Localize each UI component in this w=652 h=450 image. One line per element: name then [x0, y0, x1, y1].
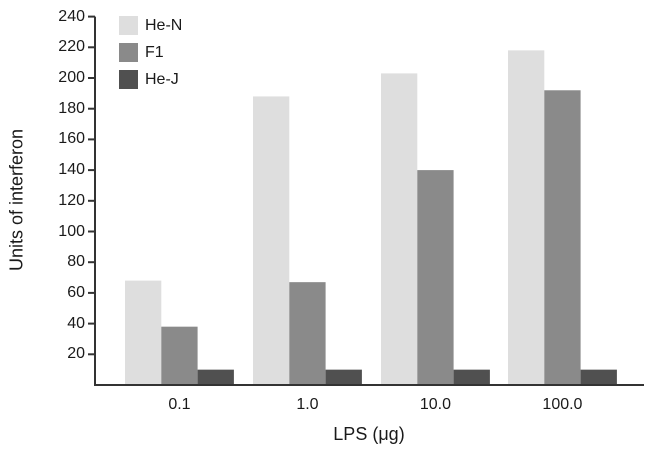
legend-swatch: [119, 43, 138, 62]
bar-he-n-0.1: [125, 280, 162, 385]
legend-item-he-j: He-J: [119, 70, 179, 89]
y-tick-label: 120: [58, 191, 85, 209]
y-tick-label: 60: [67, 283, 85, 301]
y-tick-label: 240: [58, 7, 85, 25]
bar-f1-1.0: [289, 282, 326, 385]
x-axis-label: LPS (μg): [333, 424, 405, 444]
legend-label: He-J: [145, 70, 179, 88]
x-tick-label: 1.0: [296, 396, 319, 413]
y-axis-label: Units of interferon: [6, 128, 27, 272]
y-tick-label: 200: [58, 69, 85, 86]
y-tick-label: 40: [67, 314, 85, 332]
y-tick-label: 100: [58, 222, 85, 240]
legend-label: He-N: [145, 16, 183, 34]
bar-he-n-10.0: [381, 73, 418, 386]
bar-f1-10.0: [417, 170, 454, 385]
bar-he-n-100.0: [508, 50, 545, 386]
y-tick-label: 220: [58, 38, 85, 56]
bar-he-j-1.0: [325, 369, 362, 385]
legend-swatch: [119, 70, 138, 89]
bar-he-j-0.1: [197, 369, 234, 385]
bar-f1-100.0: [544, 90, 581, 385]
legend-swatch: [119, 16, 138, 35]
bar-f1-0.1: [161, 326, 198, 385]
legend-item-he-n: He-N: [119, 16, 182, 35]
x-tick-label: 0.1: [168, 396, 191, 413]
bar-he-j-10.0: [453, 369, 490, 385]
legend-item-f1: F1: [119, 43, 164, 62]
y-tick-label: 160: [58, 130, 85, 148]
x-tick-label: 10.0: [419, 396, 452, 413]
x-tick-label: 100.0: [542, 396, 583, 413]
bar-he-j-100.0: [580, 369, 617, 385]
y-tick-label: 140: [58, 161, 85, 179]
y-tick-label: 80: [67, 253, 85, 271]
y-tick-label: 180: [58, 99, 85, 117]
legend-label: F1: [145, 43, 164, 61]
bar-he-n-1.0: [253, 96, 290, 386]
y-tick-label: 20: [67, 345, 85, 363]
